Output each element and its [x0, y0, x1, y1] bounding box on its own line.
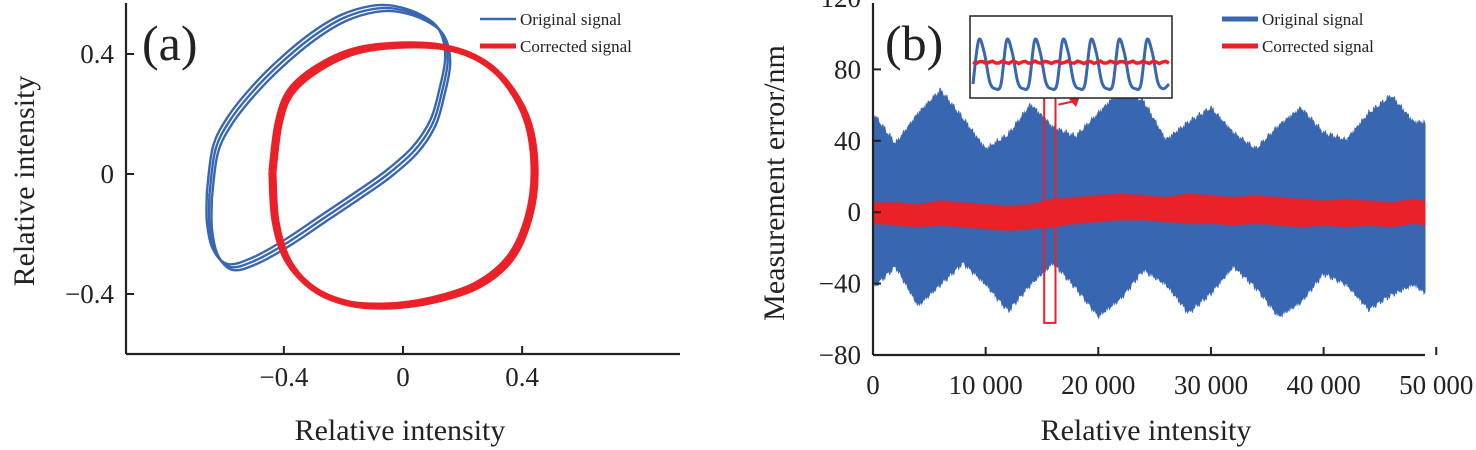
data-point — [208, 193, 211, 197]
axis-ticks: 0 10 000 20 000 30 000 40 000 50 000 −80 −40 0 40… — [819, 0, 1474, 400]
series-corrected-signal — [268, 41, 539, 310]
data-point — [276, 124, 280, 128]
x-tick-label: 10 000 — [949, 370, 1023, 400]
data-point — [229, 265, 232, 269]
y-tick-label: 80 — [834, 54, 861, 84]
x-tick-label: 0 — [866, 370, 880, 400]
panel-label: (a) — [142, 15, 198, 71]
data-point — [344, 301, 348, 305]
x-tick-label: −0.4 — [259, 362, 308, 392]
x-axis-title: Relative intensity — [295, 414, 506, 447]
data-point — [285, 259, 289, 263]
data-point — [431, 298, 435, 302]
data-point — [395, 7, 399, 11]
data-point — [481, 61, 485, 65]
x-axis-title: Relative intensity — [1041, 414, 1252, 447]
data-point — [214, 250, 217, 254]
data-point — [401, 43, 405, 47]
data-point — [312, 34, 315, 38]
data-point — [508, 256, 512, 260]
y-tick-label: 120 — [821, 0, 862, 13]
data-point — [532, 172, 536, 176]
legend-label-original: Original signal — [520, 10, 622, 29]
data-point — [386, 304, 390, 308]
data-point — [270, 172, 274, 176]
panel-a: −0.4 0 0.4 0.4 0 −0.4 (a) Original signal Cor… — [8, 3, 680, 447]
data-point — [413, 148, 417, 152]
legend-label-corrected: Corrected signal — [520, 37, 632, 56]
series-trace — [207, 6, 449, 269]
series-original-signal — [205, 3, 452, 272]
data-point — [526, 217, 530, 221]
data-point — [315, 67, 319, 71]
y-tick-label: 0 — [848, 197, 862, 227]
data-point — [285, 241, 288, 245]
data-point — [214, 148, 217, 152]
x-tick-label: 40 000 — [1286, 370, 1360, 400]
data-point — [252, 259, 256, 263]
data-point — [288, 91, 292, 95]
data-point — [208, 223, 211, 227]
inset-zoom — [969, 15, 1173, 99]
x-tick-label: 0 — [396, 362, 410, 392]
data-point — [357, 193, 360, 197]
data-point — [321, 217, 324, 221]
legend-label-original: Original signal — [1262, 10, 1364, 29]
data-point — [386, 172, 390, 176]
data-point — [431, 121, 434, 125]
axis-ticks: −0.4 0 0.4 0.4 0 −0.4 — [65, 39, 539, 392]
data-point — [475, 283, 480, 287]
series-trace — [268, 41, 534, 306]
data-point — [372, 7, 375, 11]
data-point — [342, 16, 345, 20]
series-trace — [273, 42, 539, 307]
y-axis-title: Relative intensity — [8, 76, 41, 287]
data-point — [273, 220, 277, 224]
data-point — [279, 61, 283, 65]
data-point — [229, 118, 232, 122]
inset-original-trace — [971, 37, 1171, 92]
legend: Original signal Corrected signal — [480, 10, 632, 56]
data-point — [422, 16, 425, 20]
data-point — [508, 88, 512, 92]
data-point — [309, 286, 313, 290]
y-tick-label: −0.4 — [65, 279, 114, 309]
legend-label-corrected: Corrected signal — [1262, 37, 1374, 56]
data-point — [526, 124, 530, 128]
data-point — [353, 49, 357, 53]
legend: Original signal Corrected signal — [1222, 10, 1374, 56]
series-trace — [205, 3, 447, 266]
x-tick-label: 20 000 — [1061, 370, 1135, 400]
data-point — [440, 91, 443, 95]
y-tick-label: 0.4 — [80, 39, 114, 69]
y-axis-title: Measurement error/nm — [758, 45, 791, 321]
y-tick-label: 0 — [101, 159, 115, 189]
data-point — [446, 58, 449, 62]
x-tick-label: 50 000 — [1399, 370, 1473, 400]
x-tick-label: 30 000 — [1174, 370, 1248, 400]
series-trace — [210, 9, 452, 272]
inset-corrected-trace — [972, 59, 1170, 66]
y-tick-label: −40 — [819, 269, 861, 299]
data-point — [440, 31, 443, 35]
x-tick-label: 0.4 — [505, 362, 539, 392]
panel-label: (b) — [885, 15, 943, 71]
y-tick-label: 40 — [834, 126, 861, 156]
series-trace — [270, 43, 536, 308]
y-tick-label: −80 — [819, 340, 861, 370]
panel-b: 0 10 000 20 000 30 000 40 000 50 000 −80 −40 0 40… — [758, 0, 1473, 447]
data-point — [252, 88, 256, 92]
data-point — [446, 46, 450, 50]
